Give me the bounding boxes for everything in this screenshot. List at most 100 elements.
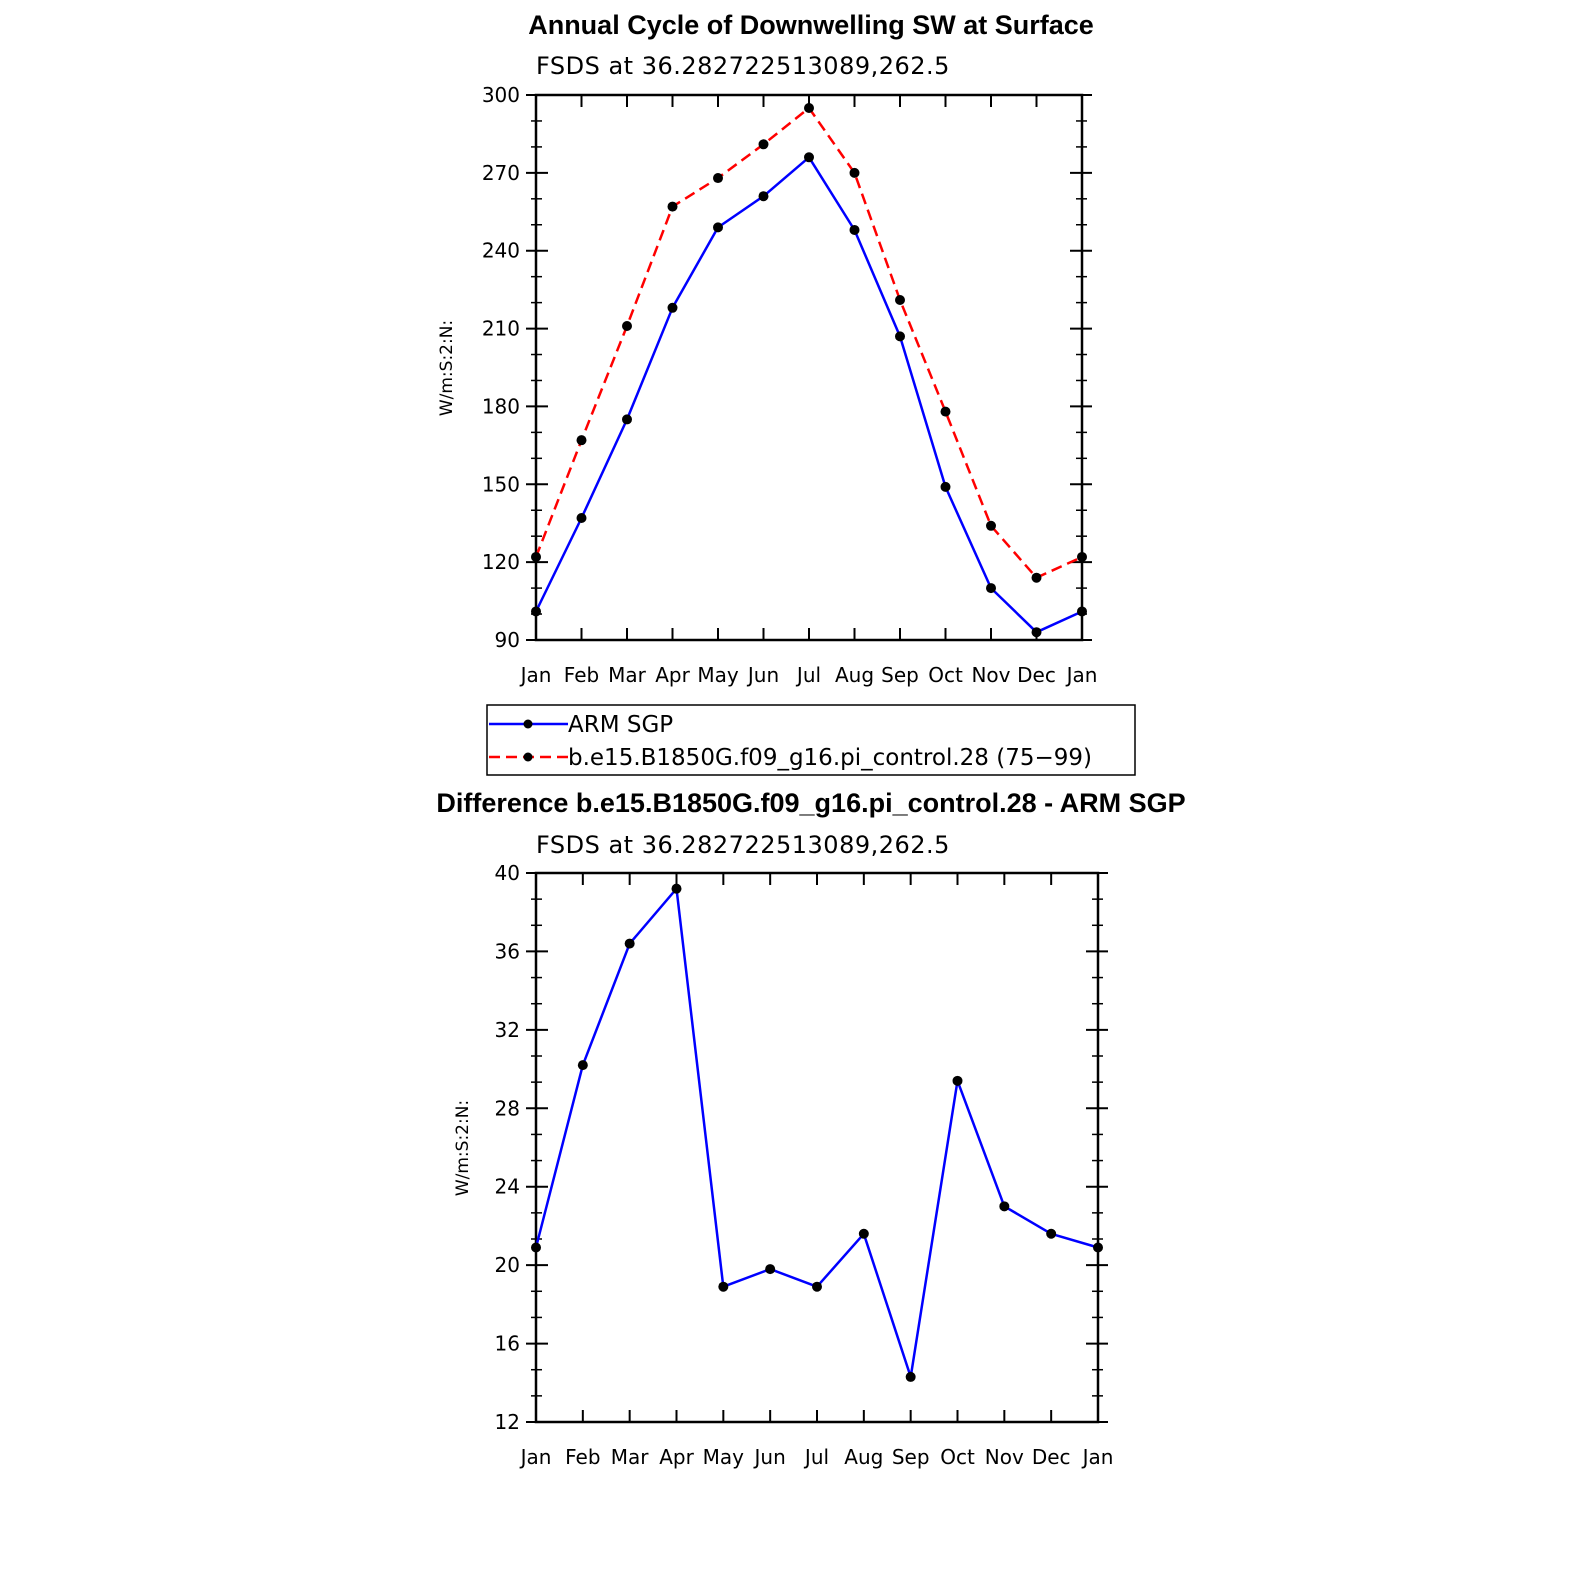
series-line-1 [534,106,1083,579]
y-tick-label: 120 [482,550,520,574]
y-tick-label: 36 [495,939,520,963]
data-point [765,1264,776,1275]
data-point [895,331,905,342]
data-point [986,583,996,594]
data-point [1046,1228,1057,1239]
x-tick-label: Sep [892,1445,930,1469]
chart-subtitle: FSDS at 36.282722513089,262.5 [536,52,950,80]
legend-item-arm-sgp: ARM SGP [489,712,673,738]
x-tick-label: Aug [835,663,874,687]
data-point [531,1242,541,1253]
x-tick-label: Dec [1032,1445,1071,1469]
x-tick-label: Jun [753,1445,786,1469]
x-tick-label: Dec [1017,663,1056,687]
x-tick-label: May [697,663,739,687]
tick-labels-group: Jan Feb Mar Apr May Jun Jul Aug Sep Oct Nov Dec Jan 9… [482,83,1098,687]
y-tick-label: 210 [482,317,520,341]
axes-frame [526,871,1108,1424]
data-point [1031,627,1042,638]
x-tick-label: Aug [844,1445,883,1469]
y-tick-label: 180 [482,394,520,418]
y-tick-label: 240 [482,239,520,263]
y-tick-label: 20 [495,1253,520,1277]
data-point [849,224,860,235]
data-point [952,1075,963,1086]
data-point [804,152,814,163]
data-point [622,414,632,425]
data-point [804,102,814,113]
x-tick-label: Jul [803,1445,829,1469]
x-tick-label: Jul [795,663,821,687]
x-tick-label: Mar [611,1445,650,1469]
data-point [1031,572,1042,583]
y-tick-label: 28 [495,1096,520,1120]
legend-marker [523,752,533,762]
series-group [534,106,1083,634]
x-tick-label: Sep [881,663,919,687]
data-point [531,551,541,562]
legend-box [486,704,1136,776]
legend-label: ARM SGP [568,712,673,738]
tick-labels-group: Jan Feb Mar Apr May Jun Jul Aug Sep Oct Nov Dec Jan 1… [495,861,1114,1469]
plot-frame [534,871,1100,1424]
x-tick-label: Mar [608,663,647,687]
y-tick-label: 24 [495,1175,520,1199]
data-point [1077,606,1087,617]
x-tick-label: Oct [940,1445,975,1469]
series-line-0 [534,887,1099,1379]
x-tick-label: Nov [971,663,1010,687]
data-point [713,222,723,233]
legend-item-model: b.e15.B1850G.f09_g16.pi_control.28 (75−9… [489,745,1092,771]
data-point [758,191,769,202]
difference-panel: Difference b.e15.B1850G.f09_g16.pi_contr… [436,788,1185,1469]
data-point [758,139,769,150]
data-point [718,1281,729,1292]
y-tick-label: 300 [482,83,520,107]
x-tick-label: Nov [985,1445,1024,1469]
data-point [999,1201,1010,1212]
data-point [849,167,860,178]
axes-frame [526,93,1092,642]
data-point [986,520,996,531]
series-group [534,887,1099,1379]
data-point [1093,1242,1103,1253]
data-point [858,1228,869,1239]
x-tick-label: May [703,1445,745,1469]
data-point [576,513,587,524]
chart-title: Annual Cycle of Downwelling SW at Surfac… [528,10,1094,40]
y-tick-label: 16 [495,1332,520,1356]
legend-marker [523,719,533,729]
x-tick-label: Jan [1081,1445,1114,1469]
data-point [624,938,635,949]
data-point [576,435,587,446]
y-axis-label: W/m:S:2:N: [437,320,457,416]
data-point [940,481,951,492]
y-tick-label: 90 [495,628,520,652]
x-tick-label: Jan [519,663,552,687]
x-tick-label: Feb [564,663,599,687]
markers-group [531,102,1087,638]
y-tick-label: 40 [495,861,520,885]
x-tick-label: Apr [655,663,690,687]
x-tick-label: Jan [1065,663,1098,687]
data-point [940,406,951,417]
data-point [905,1371,916,1382]
y-tick-label: 12 [495,1410,520,1434]
y-tick-label: 270 [482,161,520,185]
x-tick-label: Apr [659,1445,694,1469]
data-point [895,295,905,306]
data-point [713,173,723,184]
legend: ARM SGP b.e15.B1850G.f09_g16.pi_control.… [486,704,1136,776]
markers-group [531,883,1103,1382]
data-point [1077,551,1087,562]
x-tick-label: Jan [519,1445,552,1469]
series-line-0 [534,156,1083,634]
annual-cycle-panel: Annual Cycle of Downwelling SW at Surfac… [437,10,1097,687]
y-tick-label: 32 [495,1018,520,1042]
data-point [622,320,632,331]
x-tick-label: Oct [928,663,963,687]
chart-subtitle: FSDS at 36.282722513089,262.5 [536,831,950,859]
data-point [531,606,541,617]
plot-frame [534,93,1084,642]
